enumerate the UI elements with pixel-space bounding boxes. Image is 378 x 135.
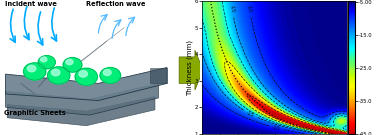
Circle shape <box>40 57 47 62</box>
Circle shape <box>103 70 111 76</box>
Circle shape <box>48 67 70 84</box>
Text: Reflection wave: Reflection wave <box>86 1 146 7</box>
FancyArrow shape <box>179 50 203 90</box>
Text: -10: -10 <box>246 4 253 13</box>
Circle shape <box>100 68 121 83</box>
Circle shape <box>23 63 46 80</box>
Text: -15: -15 <box>245 110 255 118</box>
Text: Graphitic Sheets: Graphitic Sheets <box>4 110 65 116</box>
Circle shape <box>79 71 87 77</box>
Text: -15: -15 <box>229 4 235 13</box>
Circle shape <box>66 59 73 65</box>
Circle shape <box>27 65 36 72</box>
Y-axis label: Thickness (mm): Thickness (mm) <box>187 40 194 95</box>
Polygon shape <box>7 97 155 126</box>
Polygon shape <box>6 83 158 115</box>
Circle shape <box>63 58 82 72</box>
Polygon shape <box>6 68 167 101</box>
Circle shape <box>75 68 98 85</box>
Circle shape <box>51 69 60 76</box>
Text: Incident wave: Incident wave <box>6 1 57 7</box>
Text: -10: -10 <box>272 125 280 131</box>
Circle shape <box>38 56 55 69</box>
Polygon shape <box>150 68 167 83</box>
